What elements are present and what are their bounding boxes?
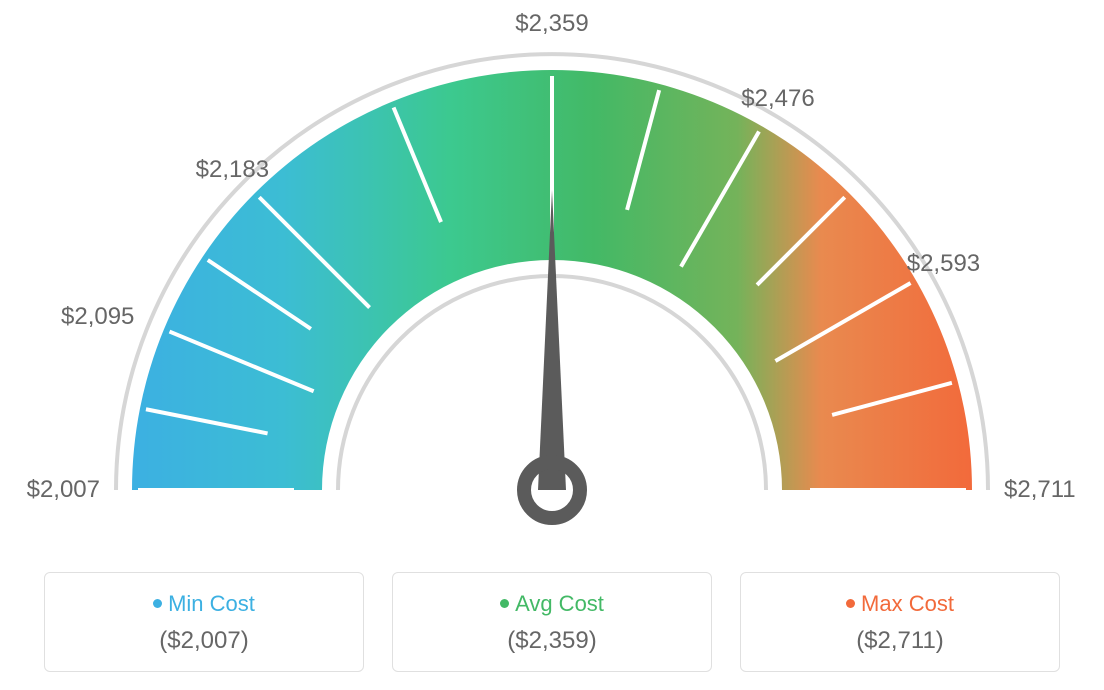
legend-max-label: Max Cost	[861, 591, 954, 616]
legend-max-value: ($2,711)	[751, 627, 1049, 655]
gauge-tick-label: $2,095	[61, 303, 134, 331]
gauge-tick-label: $2,476	[741, 85, 814, 113]
legend-avg-title: Avg Cost	[403, 591, 701, 617]
dot-icon	[500, 599, 509, 608]
cost-gauge-chart: $2,007 $2,095 $2,183 $2,359 $2,476 $2,593 $2,7…	[22, 10, 1082, 550]
legend-row: Min Cost ($2,007) Avg Cost ($2,359) Max …	[44, 572, 1060, 672]
legend-max-title: Max Cost	[751, 591, 1049, 617]
legend-avg-label: Avg Cost	[515, 591, 604, 616]
gauge-tick-label: $2,593	[907, 250, 980, 278]
gauge-tick-label: $2,359	[515, 10, 588, 38]
legend-card-avg: Avg Cost ($2,359)	[392, 572, 712, 672]
legend-min-label: Min Cost	[168, 591, 255, 616]
legend-card-min: Min Cost ($2,007)	[44, 572, 364, 672]
legend-min-title: Min Cost	[55, 591, 353, 617]
legend-card-max: Max Cost ($2,711)	[740, 572, 1060, 672]
dot-icon	[846, 599, 855, 608]
gauge-tick-label: $2,711	[1004, 476, 1076, 504]
gauge-tick-label: $2,183	[196, 156, 269, 184]
legend-min-value: ($2,007)	[55, 627, 353, 655]
legend-avg-value: ($2,359)	[403, 627, 701, 655]
gauge-svg	[22, 10, 1082, 550]
dot-icon	[153, 599, 162, 608]
gauge-tick-label: $2,007	[27, 476, 100, 504]
